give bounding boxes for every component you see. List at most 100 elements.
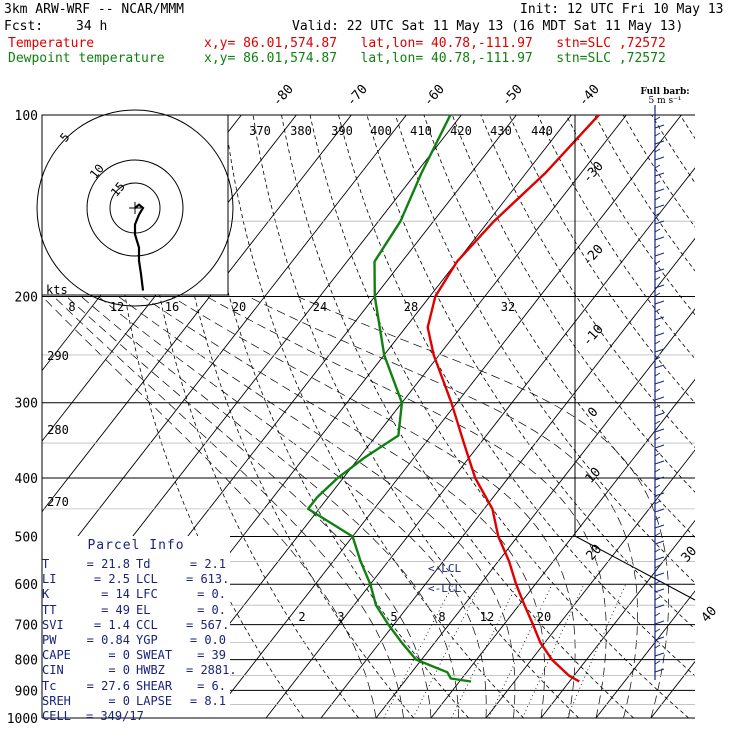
isotherm xyxy=(210,115,682,718)
wind-barb xyxy=(654,628,661,633)
app-title: 3km ARW-WRF -- NCAR/MMM xyxy=(4,2,185,17)
pressure-tick: 400 xyxy=(15,472,38,487)
mixing-ratio-label: 8 xyxy=(438,610,445,624)
wind-barb xyxy=(654,340,661,345)
parcel-value: = 567. xyxy=(186,617,230,632)
parcel-row: CELL = 349/17 xyxy=(42,709,230,724)
wind-barb xyxy=(654,500,661,505)
wind-barb xyxy=(654,636,665,641)
wind-barb xyxy=(654,348,665,353)
wind-barb xyxy=(654,380,665,385)
isotherm-label: -20 xyxy=(580,242,607,269)
wind-barb xyxy=(654,364,665,369)
isotherm-label: -60 xyxy=(421,82,448,109)
parcel-key: LCL xyxy=(136,572,158,587)
pressure-tick: 100 xyxy=(15,109,38,124)
parcel-value: = 0. xyxy=(197,587,226,602)
wind-barb xyxy=(654,284,665,289)
wind-barb xyxy=(654,596,661,601)
wind-barb xyxy=(654,612,661,617)
barb-key-units: 5 m s⁻¹ xyxy=(649,96,682,106)
wind-barb xyxy=(654,548,661,553)
parcel-info-panel: Parcel Info T = 21.8 Td = 2.1 LI = 2.5 LCL = 61… xyxy=(42,538,237,724)
hodograph-ring xyxy=(36,109,234,307)
parcel-key: CAPE xyxy=(42,648,71,663)
parcel-box-bg xyxy=(42,536,230,720)
parcel-key: K xyxy=(42,587,50,602)
wind-barb xyxy=(654,644,661,649)
parcel-key: TT xyxy=(42,602,57,617)
mixing-ratio-label: 3 xyxy=(337,610,344,624)
wind-barb xyxy=(654,252,665,257)
wind-barb xyxy=(654,188,665,193)
wind-barb xyxy=(654,244,661,249)
isotherm-label: -10 xyxy=(580,322,607,349)
wind-barb xyxy=(654,236,665,241)
parcel-value: = 1.4 xyxy=(93,617,130,632)
wind-barb xyxy=(654,332,665,337)
isotherm-label: 0 xyxy=(585,405,601,421)
parcel-value: = 2.5 xyxy=(93,572,130,587)
theta-label: 440 xyxy=(531,124,553,138)
wind-barb xyxy=(654,572,665,577)
moist-adiabat xyxy=(247,296,638,718)
wind-barb xyxy=(654,180,661,185)
wind-barb xyxy=(654,588,665,593)
isotherm xyxy=(706,115,740,718)
wind-barb xyxy=(654,292,661,297)
pressure-tick: 800 xyxy=(15,654,38,669)
barb-key-title: Full barb: xyxy=(640,87,689,97)
wind-barb xyxy=(654,212,661,217)
pressure-tick: 900 xyxy=(15,684,38,699)
wind-barb xyxy=(654,148,661,153)
wind-barb xyxy=(654,132,661,137)
wind-barb xyxy=(654,220,665,225)
parcel-info-title: Parcel Info xyxy=(87,538,185,553)
pressure-tick: 500 xyxy=(15,530,38,545)
wind-barb xyxy=(654,196,661,201)
parcel-row: Tc = 27.6 SHEAR = 6. xyxy=(42,679,230,694)
parcel-value: = 39 xyxy=(197,648,226,663)
isotherm-label: -70 xyxy=(344,82,371,109)
parcel-row: K = 14 LFC = 0. xyxy=(42,587,230,602)
dry-adiabat xyxy=(537,115,695,360)
wind-barb xyxy=(654,620,665,625)
wind-barb xyxy=(654,372,661,377)
pressure-tick: 300 xyxy=(15,397,38,412)
isotherm xyxy=(42,115,407,583)
wind-barb xyxy=(654,436,661,441)
moist-adiabat xyxy=(142,296,545,718)
forecast-hours: 34 h xyxy=(76,19,108,34)
hodograph-units: kts xyxy=(46,283,68,297)
pressure-tick: 200 xyxy=(15,291,38,306)
wind-barb xyxy=(654,404,661,409)
mixing-ratio-line xyxy=(383,584,454,718)
isotherm xyxy=(320,237,695,718)
wind-barb xyxy=(654,492,665,497)
dry-adiabat xyxy=(709,115,740,718)
wind-barb xyxy=(654,356,661,361)
init-time: Init: 12 UTC Fri 10 May 13 xyxy=(520,2,724,17)
parcel-key: CELL xyxy=(42,708,71,723)
parcel-key: CCL xyxy=(136,617,158,632)
wind-barb xyxy=(654,420,661,425)
wind-barb xyxy=(654,140,665,145)
wind-barb xyxy=(654,156,665,161)
wind-barb xyxy=(654,564,661,569)
parcel-key: SWEAT xyxy=(136,648,173,663)
parcel-value: = 27.6 xyxy=(86,678,130,693)
parcel-value: = 2.1 xyxy=(189,557,226,571)
theta-label: 430 xyxy=(490,124,512,138)
parcel-key: LAPSE xyxy=(136,693,173,708)
isotherm xyxy=(42,115,352,513)
mixing-ratio-line xyxy=(451,584,518,718)
isotherm xyxy=(265,167,695,718)
wind-barbs xyxy=(654,105,665,680)
parcel-value: = 613. xyxy=(186,572,230,587)
parcel-row: SREH = 0 LAPSE = 8.1 xyxy=(42,694,230,709)
theta-label-left: 280 xyxy=(47,423,69,437)
pressure-tick: 1000 xyxy=(7,712,38,727)
wind-barb xyxy=(654,556,665,561)
